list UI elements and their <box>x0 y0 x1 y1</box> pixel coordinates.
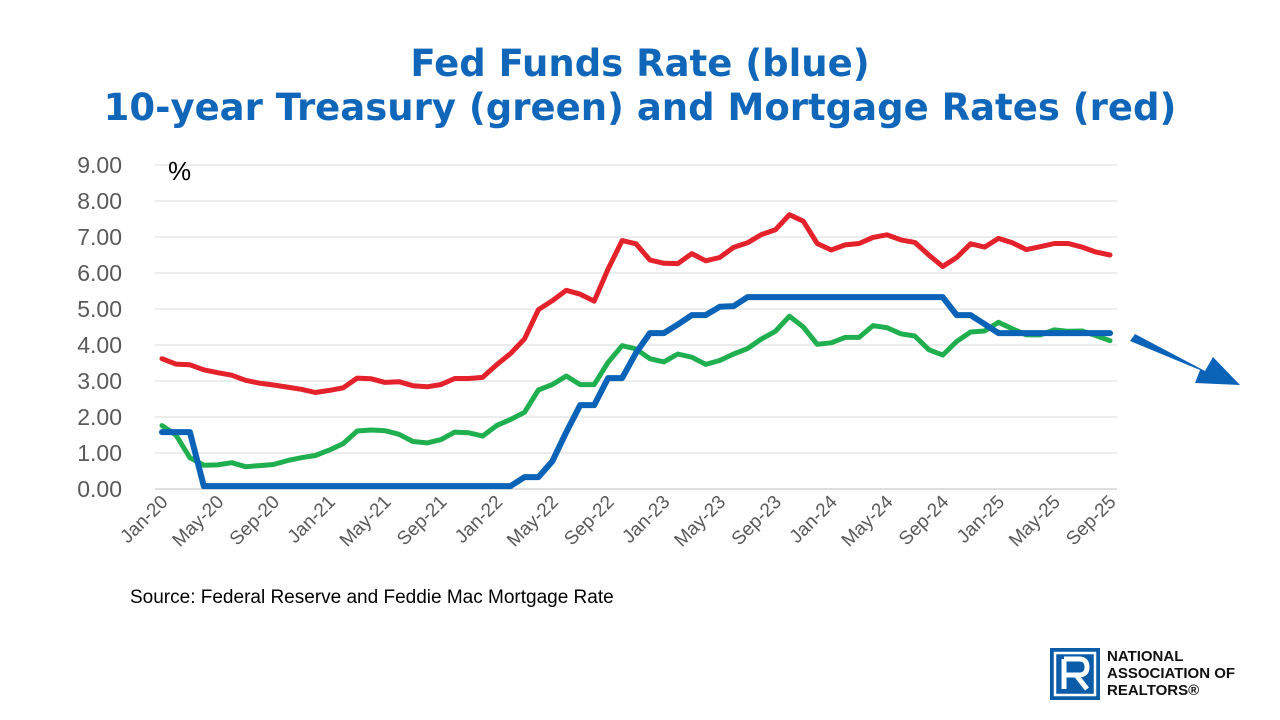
x-tick-label: May-20 <box>169 492 229 552</box>
logo-wordmark: NATIONAL ASSOCIATION OF REALTORS® <box>1107 648 1235 699</box>
chart-title: Fed Funds Rate (blue) 10-year Treasury (… <box>0 42 1280 130</box>
x-tick-label: Jan-21 <box>284 492 340 548</box>
source-note: Source: Federal Reserve and Feddie Mac M… <box>130 587 614 608</box>
y-tick-label: 6.00 <box>77 260 122 286</box>
series-line-fed-funds <box>159 294 1113 490</box>
y-tick-label: 4.00 <box>77 332 122 358</box>
x-tick-label: May-22 <box>503 492 563 552</box>
y-tick-label: 8.00 <box>77 188 122 214</box>
line-chart: 9.00 8.00 7.00 6.00 5.00 4.00 3.00 2.00 1.00 0.00… <box>77 152 1240 551</box>
x-tick-label: Sep-25 <box>1062 492 1120 550</box>
y-tick-label: 7.00 <box>77 224 122 250</box>
series-lines <box>159 212 1113 490</box>
y-tick-label: 0.00 <box>77 476 122 502</box>
y-tick-label: 3.00 <box>77 368 122 394</box>
x-tick-label: Sep-22 <box>560 492 618 550</box>
y-axis-tick-labels: 9.00 8.00 7.00 6.00 5.00 4.00 3.00 2.00 1.00 0.00 <box>77 152 122 502</box>
logo-line-2: ASSOCIATION OF <box>1107 665 1236 682</box>
y-tick-label: 2.00 <box>77 404 122 430</box>
x-tick-label: Jan-20 <box>117 492 173 548</box>
chart-title-line-2: 10-year Treasury (green) and Mortgage Ra… <box>103 86 1177 129</box>
y-tick-label: 1.00 <box>77 440 122 466</box>
logo-line-1: NATIONAL <box>1107 648 1184 665</box>
x-tick-label: Jan-23 <box>618 492 674 548</box>
x-tick-label: Sep-23 <box>728 492 786 550</box>
series-line-mortgage <box>159 212 1113 395</box>
downward-trend-arrow-icon <box>1130 334 1240 385</box>
x-tick-label: May-23 <box>671 492 731 552</box>
x-tick-label: Jan-24 <box>786 491 842 547</box>
y-tick-label: 9.00 <box>77 152 122 178</box>
realtor-r-icon <box>1050 648 1100 700</box>
y-axis-unit-label: % <box>168 156 191 186</box>
x-tick-label: May-21 <box>336 492 396 552</box>
x-tick-label: Sep-21 <box>393 492 451 550</box>
arrow-shape <box>1130 334 1240 385</box>
nar-logo: NATIONAL ASSOCIATION OF REALTORS® <box>1050 648 1270 702</box>
x-tick-label: Sep-24 <box>895 491 953 549</box>
logo-line-3: REALTORS® <box>1107 682 1200 699</box>
y-tick-label: 5.00 <box>77 296 122 322</box>
x-tick-label: Jan-22 <box>451 492 507 548</box>
chart-title-line-1: Fed Funds Rate (blue) <box>410 42 870 85</box>
x-tick-label: Jan-25 <box>953 492 1009 548</box>
gridlines <box>155 164 1117 490</box>
x-tick-label: May-25 <box>1005 492 1065 552</box>
x-tick-label: May-24 <box>838 491 898 551</box>
x-tick-label: Sep-20 <box>226 492 284 550</box>
